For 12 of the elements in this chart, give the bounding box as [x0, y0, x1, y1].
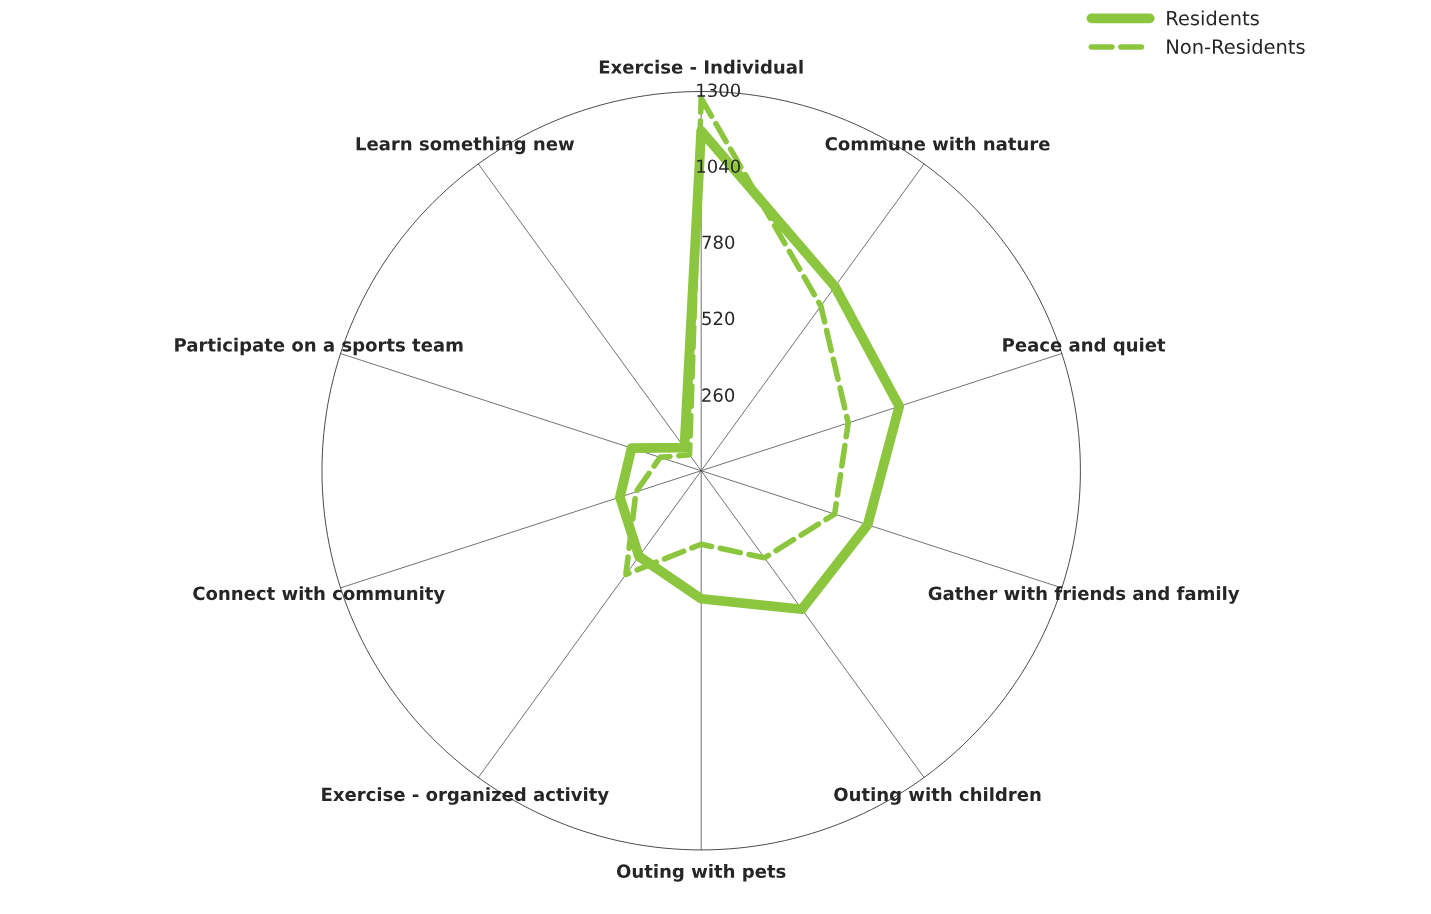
- spoke-label: Peace and quiet: [1003, 337, 1166, 356]
- y-tick-label: 260: [702, 388, 735, 403]
- legend-label: Non-Residents: [1167, 38, 1305, 54]
- spoke-label: Exercise - Individual: [599, 59, 803, 74]
- y-tick-label: 520: [702, 311, 735, 326]
- spoke-label: Gather with friends and family: [928, 586, 1240, 604]
- spoke-label: Outing with pets: [616, 864, 786, 882]
- spoke-label: Participate on a sports team: [175, 337, 463, 356]
- y-tick-label: 780: [702, 235, 735, 250]
- spoke-label: Connect with community: [193, 586, 445, 604]
- spoke-label: Outing with children: [834, 787, 1041, 805]
- legend-label: Residents: [1167, 10, 1259, 26]
